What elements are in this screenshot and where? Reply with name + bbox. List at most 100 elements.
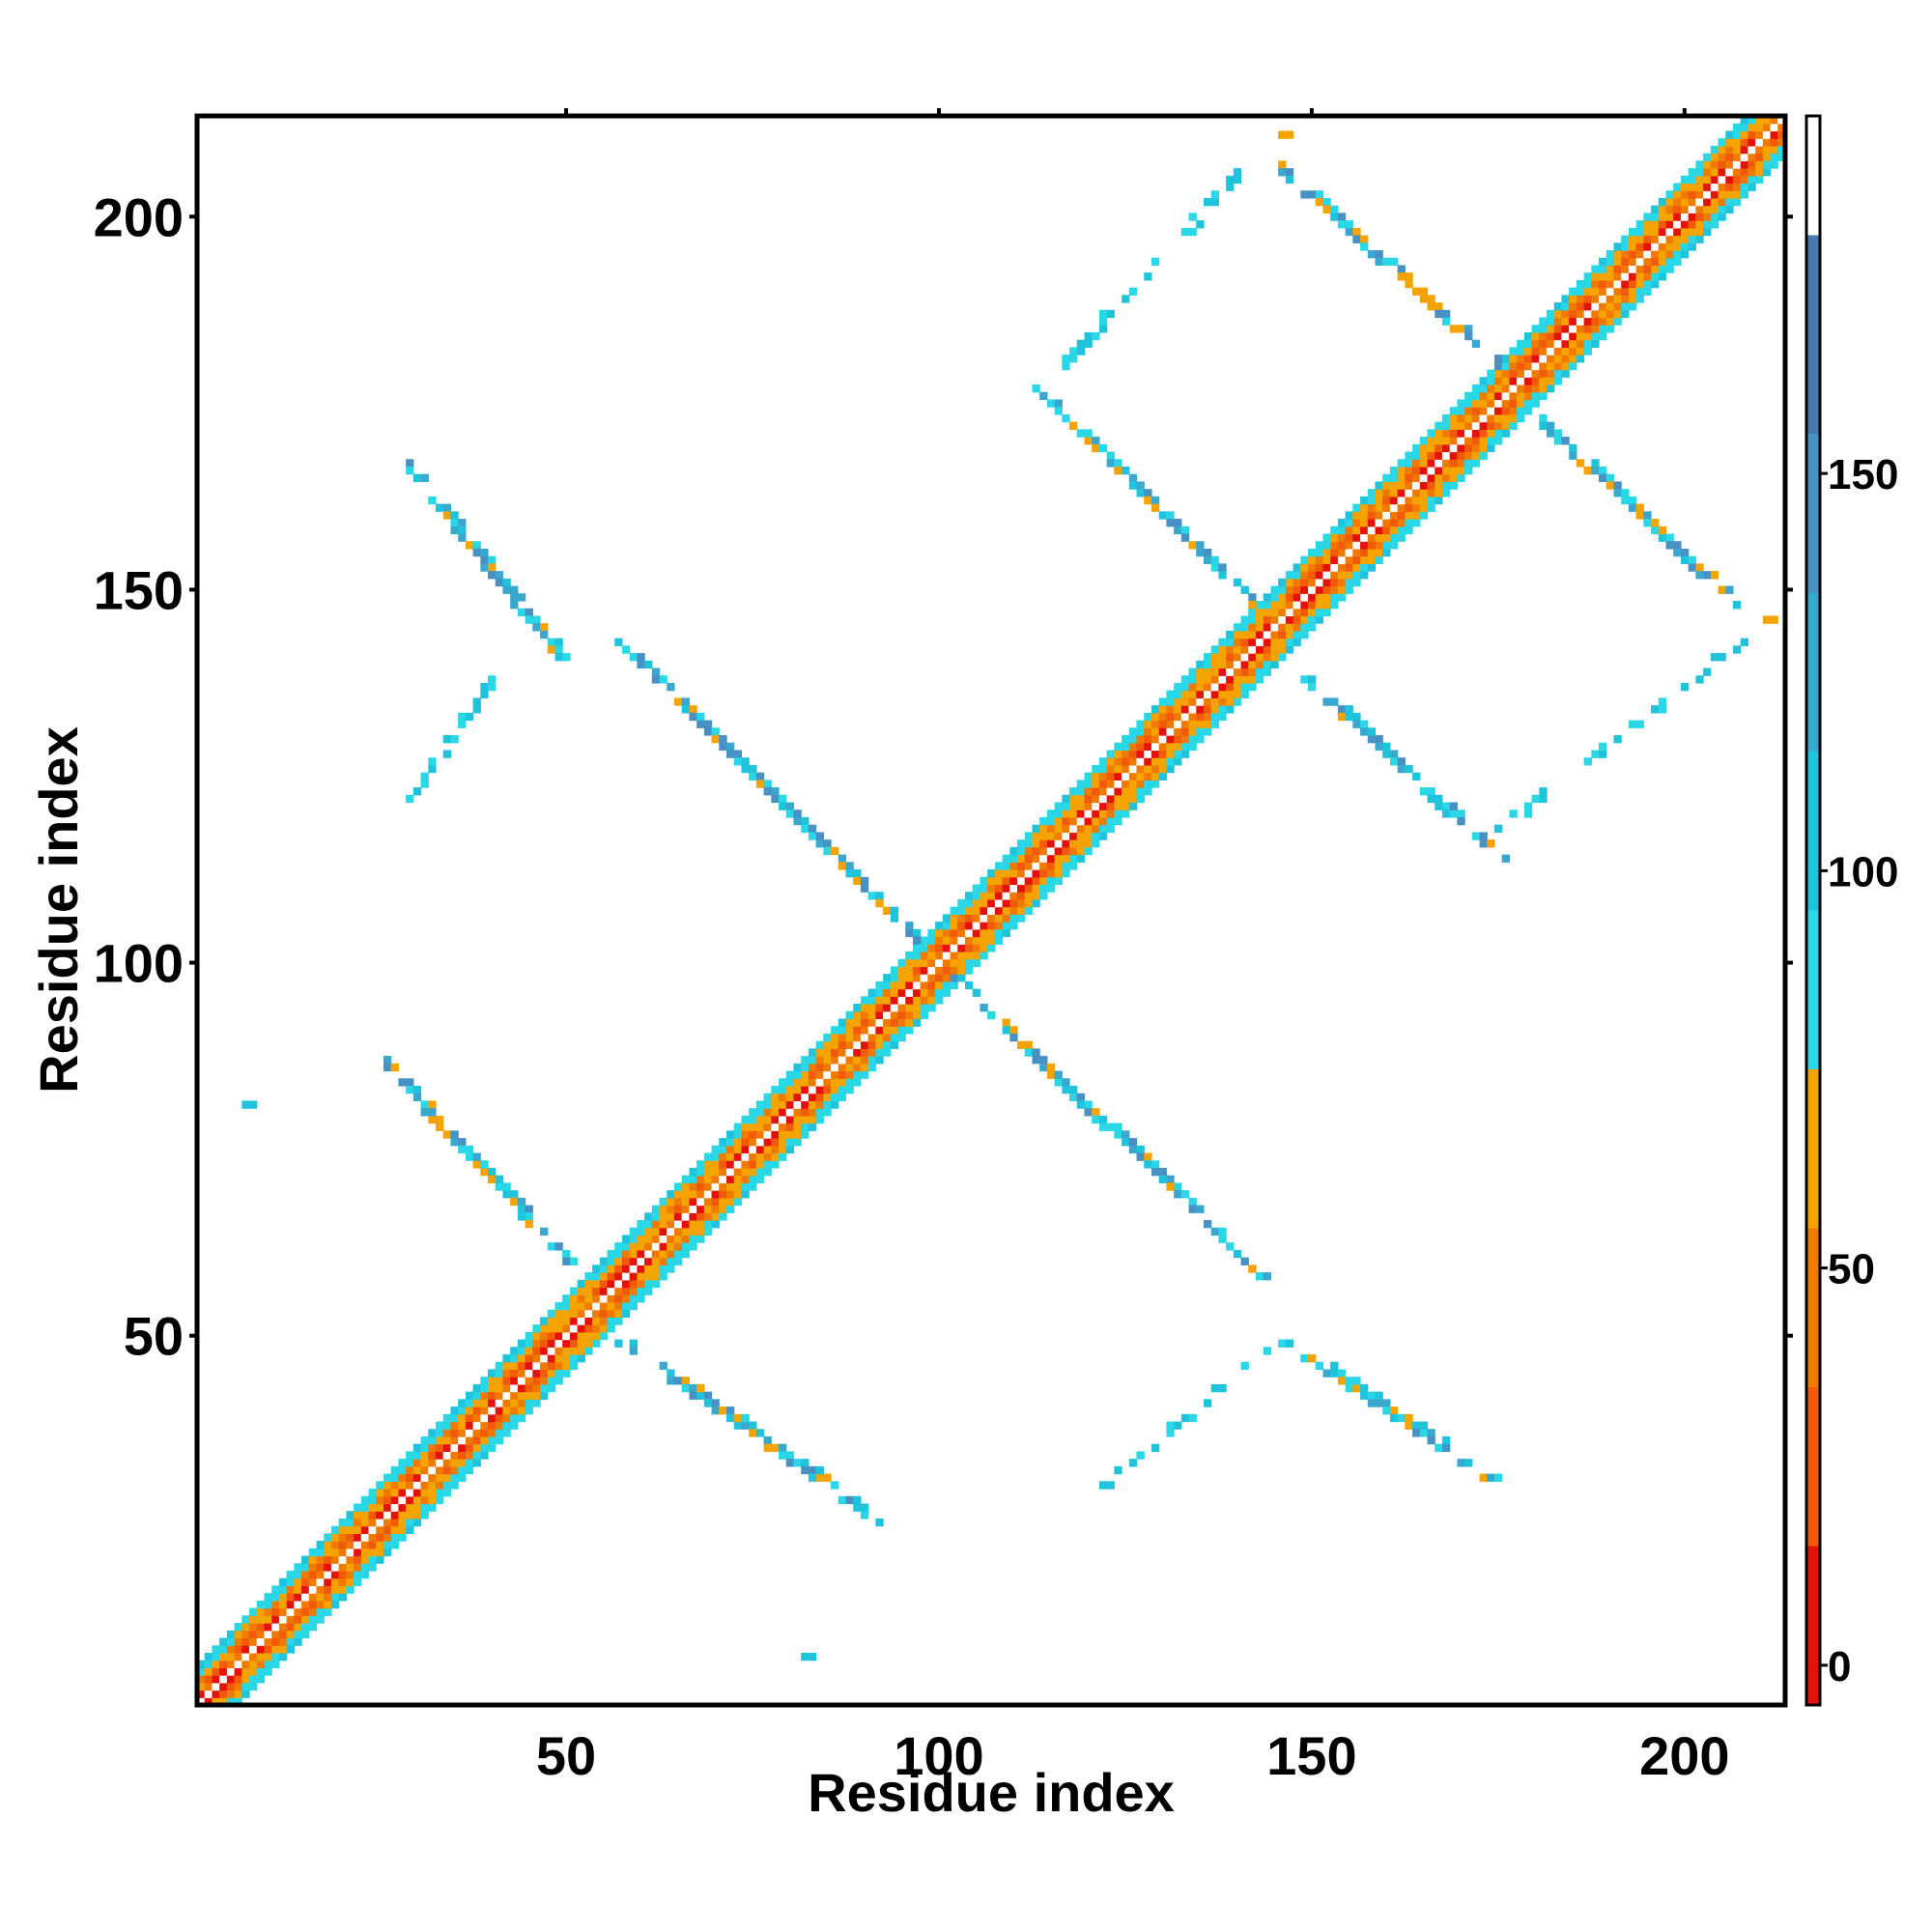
heatmap-cell — [1084, 794, 1093, 804]
heatmap-cell — [1233, 675, 1242, 684]
heatmap-cell — [1166, 764, 1175, 774]
heatmap-cell — [1122, 780, 1130, 788]
heatmap-cell — [1240, 630, 1249, 639]
heatmap-cell — [1360, 511, 1369, 520]
heatmap-cell — [1710, 213, 1719, 221]
heatmap-cell — [1009, 854, 1018, 863]
heatmap-cell — [1747, 123, 1756, 132]
heatmap-cell — [1517, 339, 1525, 349]
heatmap-cell — [845, 1010, 854, 1020]
heatmap-cell — [308, 1585, 318, 1594]
heatmap-cell — [749, 1152, 757, 1161]
heatmap-cell — [1777, 145, 1786, 155]
heatmap-cell — [286, 1577, 295, 1587]
heatmap-cell — [1419, 511, 1429, 520]
heatmap-cell — [1158, 742, 1167, 752]
heatmap-cell — [1397, 533, 1406, 542]
heatmap-cell — [1017, 846, 1026, 856]
heatmap-cell — [256, 1630, 266, 1639]
heatmap-cell — [1405, 473, 1413, 483]
heatmap-cell — [1218, 712, 1227, 722]
heatmap-cell — [1032, 1056, 1040, 1065]
heatmap-cell — [420, 1451, 429, 1460]
heatmap-cell — [1069, 846, 1078, 856]
heatmap-cell — [1293, 623, 1301, 632]
heatmap-cell — [472, 1459, 481, 1467]
heatmap-cell — [1017, 869, 1026, 878]
heatmap-cell — [1322, 571, 1331, 580]
heatmap-cell — [1046, 839, 1056, 848]
heatmap-cell — [785, 802, 795, 810]
heatmap-cell — [815, 1115, 824, 1124]
heatmap-cell — [793, 1093, 802, 1102]
heatmap-cell — [1233, 697, 1242, 706]
heatmap-cell — [1747, 145, 1756, 155]
heatmap-cell — [1322, 548, 1331, 557]
heatmap-cell — [1628, 272, 1637, 281]
heatmap-cell — [1389, 503, 1399, 512]
heatmap-cell — [1397, 519, 1406, 527]
heatmap-cell — [667, 1257, 675, 1265]
x-tick-label: 50 — [536, 1725, 596, 1786]
heatmap-cell — [763, 1130, 772, 1139]
heatmap-cell — [1501, 407, 1511, 415]
heatmap-cell — [368, 1525, 377, 1534]
heatmap-cell — [1278, 630, 1287, 639]
heatmap-cell — [1136, 787, 1145, 796]
heatmap-cell — [1009, 876, 1018, 886]
heatmap-cell — [488, 563, 497, 572]
heatmap-cell — [1174, 735, 1182, 744]
heatmap-cell — [667, 1242, 675, 1251]
heatmap-cell — [1122, 1130, 1130, 1139]
heatmap-cell — [338, 1577, 347, 1587]
heatmap-cell — [1747, 130, 1756, 139]
heatmap-cell — [920, 996, 928, 1005]
heatmap-cell — [1144, 772, 1152, 781]
heatmap-cell — [1233, 653, 1242, 662]
heatmap-cell — [875, 980, 884, 990]
heatmap-cell — [629, 1287, 638, 1295]
heatmap-cell — [1583, 757, 1592, 766]
heatmap-cell — [1635, 227, 1644, 237]
heatmap-cell — [785, 1093, 795, 1102]
heatmap-cell — [614, 1257, 623, 1265]
heatmap-cell — [1523, 802, 1533, 810]
heatmap-cell — [1405, 489, 1413, 497]
heatmap-cell — [1441, 451, 1451, 460]
heatmap-cell — [853, 876, 862, 886]
heatmap-cell — [1553, 331, 1563, 341]
heatmap-cell — [1293, 601, 1301, 610]
heatmap-cell — [1464, 451, 1473, 460]
heatmap-cell — [763, 1093, 772, 1102]
heatmap-cell — [390, 1533, 399, 1542]
heatmap-cell — [1651, 220, 1660, 229]
colorbar-frame — [1804, 114, 1822, 1707]
heatmap-cell — [733, 1138, 743, 1147]
heatmap-cell — [1375, 511, 1383, 520]
heatmap-cell — [1718, 197, 1726, 207]
heatmap-cell — [234, 1623, 242, 1632]
heatmap-cell — [450, 1465, 459, 1475]
heatmap-cell — [779, 794, 787, 804]
heatmap-cell — [525, 1331, 533, 1341]
heatmap-cell — [1695, 197, 1704, 207]
heatmap-cell — [1651, 257, 1660, 267]
heatmap-cell — [1174, 705, 1182, 714]
heatmap-cell — [1412, 1421, 1421, 1430]
heatmap-cell — [1718, 138, 1726, 147]
heatmap-cell — [927, 996, 936, 1005]
heatmap-cell — [1009, 898, 1018, 908]
heatmap-cell — [726, 742, 735, 752]
heatmap-cell — [517, 593, 526, 602]
heatmap-cell — [346, 1511, 355, 1520]
heatmap-cell — [1397, 272, 1406, 281]
heatmap-cell — [1680, 227, 1690, 237]
heatmap-cell — [234, 1697, 242, 1706]
heatmap-cell — [1076, 794, 1086, 804]
heatmap-cell — [1062, 413, 1070, 423]
heatmap-cell — [1084, 802, 1093, 810]
heatmap-cell — [495, 571, 504, 580]
heatmap-cell — [1718, 183, 1726, 191]
heatmap-cell — [890, 988, 899, 997]
heatmap-cell — [435, 1489, 444, 1497]
